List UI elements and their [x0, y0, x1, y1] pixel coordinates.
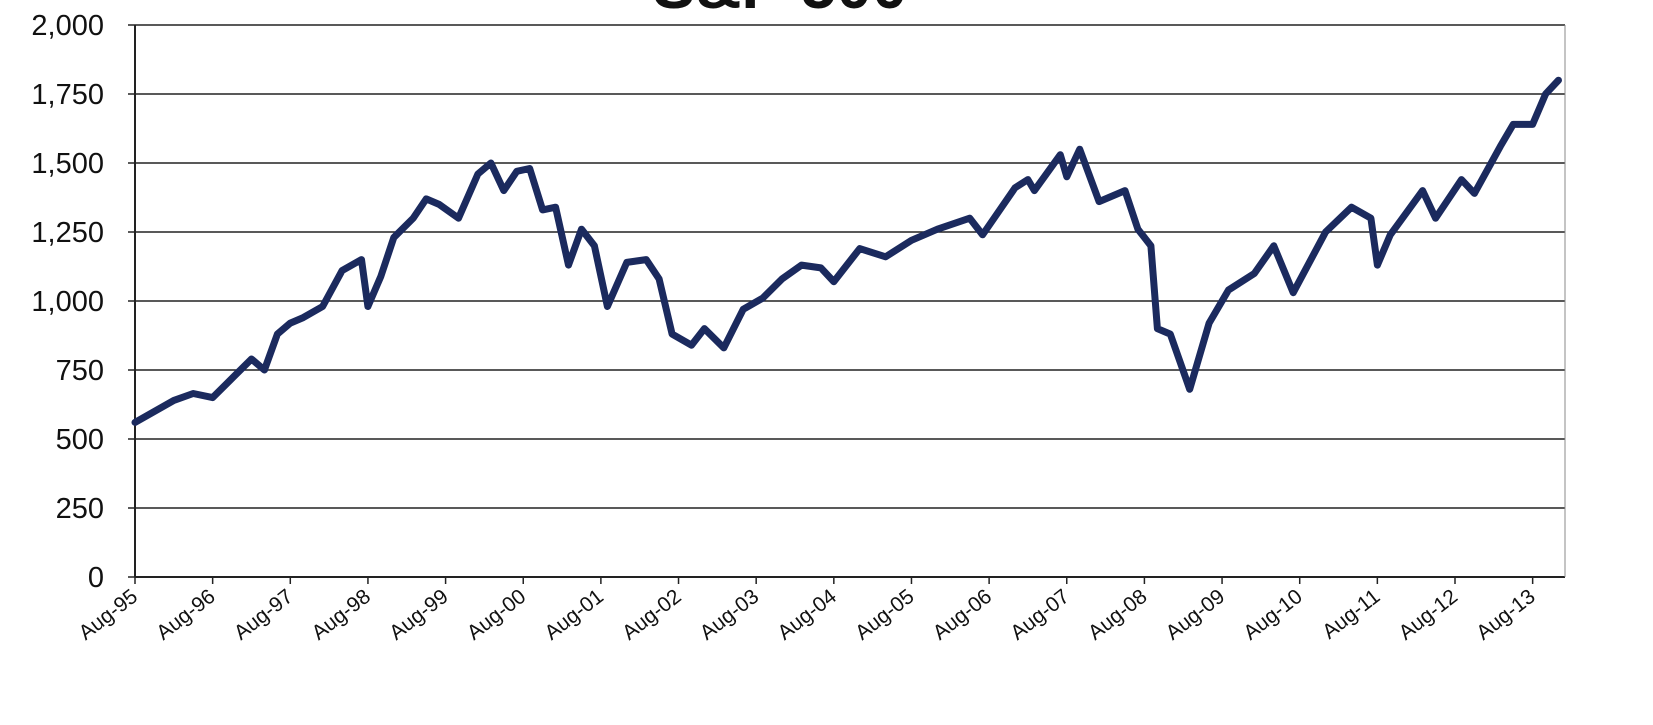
- x-tick-label: Aug-00: [463, 585, 531, 645]
- x-tick-label: Aug-12: [1395, 585, 1463, 645]
- x-tick-label: Aug-06: [929, 585, 997, 645]
- y-tick-label: 1,000: [31, 286, 104, 318]
- x-tick-label: Aug-95: [75, 585, 143, 645]
- x-tick-label: Aug-02: [618, 585, 686, 645]
- x-tick-label: Aug-08: [1084, 585, 1152, 645]
- x-tick-labels: Aug-95 Aug-96 Aug-97 Aug-98 Aug-99 Aug-00 Aug-…: [75, 577, 1540, 645]
- x-tick-label: Aug-98: [307, 585, 375, 645]
- x-tick-label: Aug-13: [1472, 585, 1540, 645]
- x-tick-label: Aug-04: [773, 585, 841, 645]
- y-tick-label: 500: [56, 424, 104, 456]
- x-tick-label: Aug-03: [696, 585, 764, 645]
- x-tick-label: Aug-97: [230, 585, 298, 645]
- x-tick-label: Aug-01: [540, 585, 608, 645]
- chart-title: S&P 500: [653, 0, 908, 22]
- x-tick-label: Aug-96: [152, 585, 220, 645]
- y-tick-label: 2,000: [31, 10, 104, 42]
- x-tick-label: Aug-05: [851, 585, 919, 645]
- y-tick-label: 1,500: [31, 148, 104, 180]
- y-tick-label: 750: [56, 355, 104, 387]
- axes: [134, 25, 1566, 578]
- y-tick-labels: 0 250 500 750 1,000 1,250 1,500 1,750 2,000: [31, 10, 104, 594]
- y-tick-label: 0: [88, 562, 104, 594]
- x-tick-label: Aug-11: [1318, 585, 1384, 644]
- y-tick-label: 250: [56, 493, 104, 525]
- gridlines: [128, 24, 1565, 578]
- x-tick-label: Aug-99: [385, 585, 453, 645]
- y-tick-label: 1,750: [31, 79, 104, 111]
- x-tick-label: Aug-10: [1239, 585, 1307, 645]
- x-tick-label: Aug-07: [1006, 585, 1074, 645]
- x-tick-label: Aug-09: [1162, 585, 1230, 645]
- series-line: [131, 76, 1562, 426]
- y-tick-label: 1,250: [31, 217, 104, 249]
